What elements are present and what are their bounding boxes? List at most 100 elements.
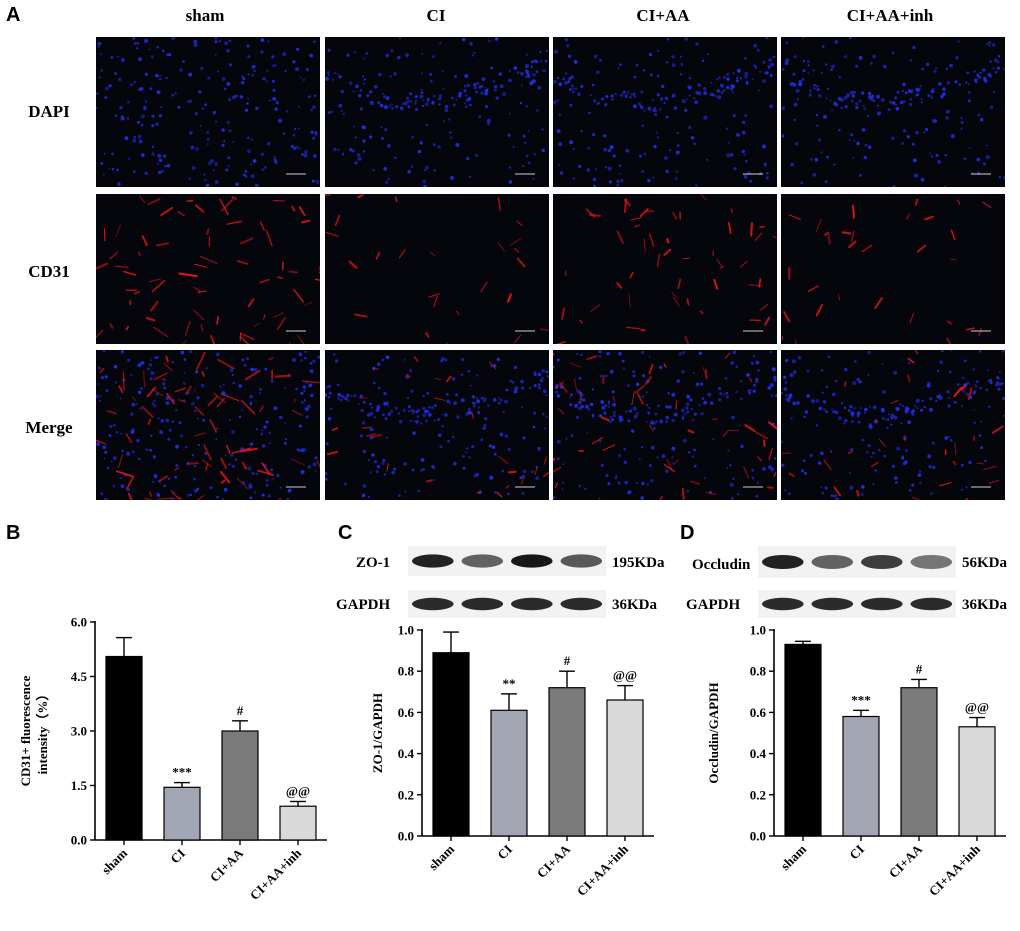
blot-band bbox=[762, 555, 804, 569]
chart-c: 0.0 0.2 0.4 0.6 0.8 1.0 ZO-1/GAPDH sham ** CI # CI+… bbox=[330, 620, 670, 930]
blot-band bbox=[861, 555, 903, 569]
x-tick-label: CI bbox=[494, 842, 515, 863]
row-label-cd31: CD31 bbox=[28, 262, 70, 281]
blot-band bbox=[560, 597, 603, 611]
y-tick-label: 0.4 bbox=[750, 746, 767, 761]
blot-band bbox=[762, 597, 804, 611]
micrograph-merge-2 bbox=[325, 350, 549, 500]
bar-sham bbox=[784, 643, 822, 837]
row-label-merge: Merge bbox=[25, 418, 73, 437]
micrograph-cd31-3 bbox=[553, 194, 777, 344]
x-tick-label: sham bbox=[426, 841, 458, 873]
blot-c-zo1-strip bbox=[408, 546, 606, 576]
micrograph-cd31-1 bbox=[96, 194, 320, 344]
column-label-ci-aa-inh: CI+AA+inh bbox=[846, 6, 934, 25]
blot-d-protein-size: 56KDa bbox=[962, 555, 1007, 571]
bar-ci bbox=[490, 709, 528, 837]
x-tick-label: CI+AA bbox=[886, 841, 926, 881]
blot-c-protein-label: ZO-1 bbox=[356, 555, 391, 571]
blot-c-gapdh-size: 36KDa bbox=[612, 597, 657, 613]
y-tick-label: 0.6 bbox=[398, 705, 415, 720]
bar-ci-aa bbox=[900, 687, 938, 837]
y-tick-label: 4.5 bbox=[71, 669, 88, 684]
bar-sham bbox=[432, 652, 470, 837]
column-label-ci: CI bbox=[426, 6, 446, 25]
x-tick-label: CI+AA+inh bbox=[247, 845, 305, 903]
y-tick-label: 0.8 bbox=[398, 664, 415, 679]
blot-band bbox=[511, 554, 553, 568]
x-tick-label: sham bbox=[778, 841, 810, 873]
significance-marker: @@ bbox=[613, 668, 637, 683]
significance-marker: # bbox=[564, 653, 571, 668]
y-axis-label: CD31+ fluorescence intensity（%） bbox=[18, 675, 50, 786]
micrograph-dapi-2 bbox=[325, 37, 549, 187]
bar-ci-aa-inh bbox=[958, 726, 996, 837]
y-axis-label: Occludin/GAPDH bbox=[706, 682, 721, 783]
blot-band bbox=[811, 555, 854, 569]
blot-c-gapdh-strip bbox=[408, 590, 606, 618]
y-tick-label: 0.2 bbox=[750, 787, 766, 802]
column-label-ci-aa: CI+AA bbox=[636, 6, 690, 25]
blot-band bbox=[412, 597, 454, 611]
blot-band bbox=[811, 597, 854, 611]
panel-c-letter: C bbox=[338, 522, 353, 544]
micrograph-merge-3 bbox=[553, 350, 777, 500]
micrograph-cd31-2 bbox=[325, 194, 549, 344]
micrograph-cd31-4 bbox=[781, 194, 1005, 344]
bar-ci-aa bbox=[221, 730, 259, 841]
y-tick-label: 0.4 bbox=[398, 746, 415, 761]
chart-b: 0.0 1.5 3.0 4.5 6.0 CD31+ fluorescence intensi… bbox=[0, 540, 340, 930]
y-tick-label: 1.0 bbox=[750, 623, 766, 638]
x-tick-label: CI+AA+inh bbox=[574, 841, 632, 899]
y-tick-label: 0.2 bbox=[398, 787, 414, 802]
micrograph-merge-4 bbox=[781, 350, 1005, 500]
column-label-sham: sham bbox=[185, 6, 225, 25]
x-tick-label: CI bbox=[167, 846, 188, 867]
significance-marker: @@ bbox=[286, 783, 310, 798]
panel-b-letter: B bbox=[6, 522, 21, 544]
blot-band bbox=[910, 597, 953, 611]
y-tick-label: 0.8 bbox=[750, 664, 767, 679]
blot-band bbox=[560, 554, 603, 568]
blot-band bbox=[461, 597, 504, 611]
y-tick-label: 0.0 bbox=[398, 829, 414, 844]
y-tick-label: 0.0 bbox=[750, 829, 766, 844]
micrograph-dapi-4 bbox=[781, 37, 1005, 187]
significance-marker: # bbox=[237, 703, 244, 718]
blot-band bbox=[511, 597, 553, 611]
blot-d-occludin-strip bbox=[758, 546, 956, 578]
y-tick-label: 1.0 bbox=[398, 623, 414, 638]
blot-c-gapdh-label: GAPDH bbox=[336, 597, 391, 613]
micrograph-dapi-1 bbox=[96, 37, 320, 187]
panel-a-letter: A bbox=[6, 4, 21, 26]
x-tick-label: CI bbox=[846, 842, 867, 863]
blot-band bbox=[910, 555, 953, 569]
significance-marker: ** bbox=[503, 676, 516, 691]
significance-marker: *** bbox=[172, 765, 192, 780]
x-tick-label: CI+AA bbox=[207, 845, 247, 885]
bar-sham bbox=[105, 655, 143, 841]
blot-band bbox=[412, 554, 454, 568]
micrograph-merge-1 bbox=[96, 350, 320, 500]
bar-ci bbox=[163, 786, 201, 841]
blot-c-protein-size: 195KDa bbox=[612, 555, 665, 571]
panel-d-letter: D bbox=[680, 522, 695, 544]
blot-d-gapdh-label: GAPDH bbox=[686, 597, 741, 613]
y-axis-label: ZO-1/GAPDH bbox=[370, 693, 385, 773]
significance-marker: @@ bbox=[965, 700, 989, 715]
significance-marker: # bbox=[916, 661, 923, 676]
bar-ci-aa bbox=[548, 687, 586, 837]
y-tick-label: 0.6 bbox=[750, 705, 767, 720]
blot-band bbox=[461, 554, 504, 568]
blot-d-gapdh-strip bbox=[758, 590, 956, 618]
blot-d-protein-label: Occludin bbox=[692, 557, 751, 573]
micrograph-dapi-3 bbox=[553, 37, 777, 187]
x-tick-label: sham bbox=[99, 845, 131, 877]
bar-ci bbox=[842, 715, 880, 837]
y-tick-label: 1.5 bbox=[71, 778, 88, 793]
bar-ci-aa-inh bbox=[606, 699, 644, 837]
chart-d: 0.0 0.2 0.4 0.6 0.8 1.0 Occludin/GAPDH sham *** C… bbox=[672, 620, 1017, 930]
x-tick-label: CI+AA+inh bbox=[926, 841, 984, 899]
row-label-dapi: DAPI bbox=[28, 102, 70, 121]
y-tick-label: 6.0 bbox=[71, 615, 87, 630]
